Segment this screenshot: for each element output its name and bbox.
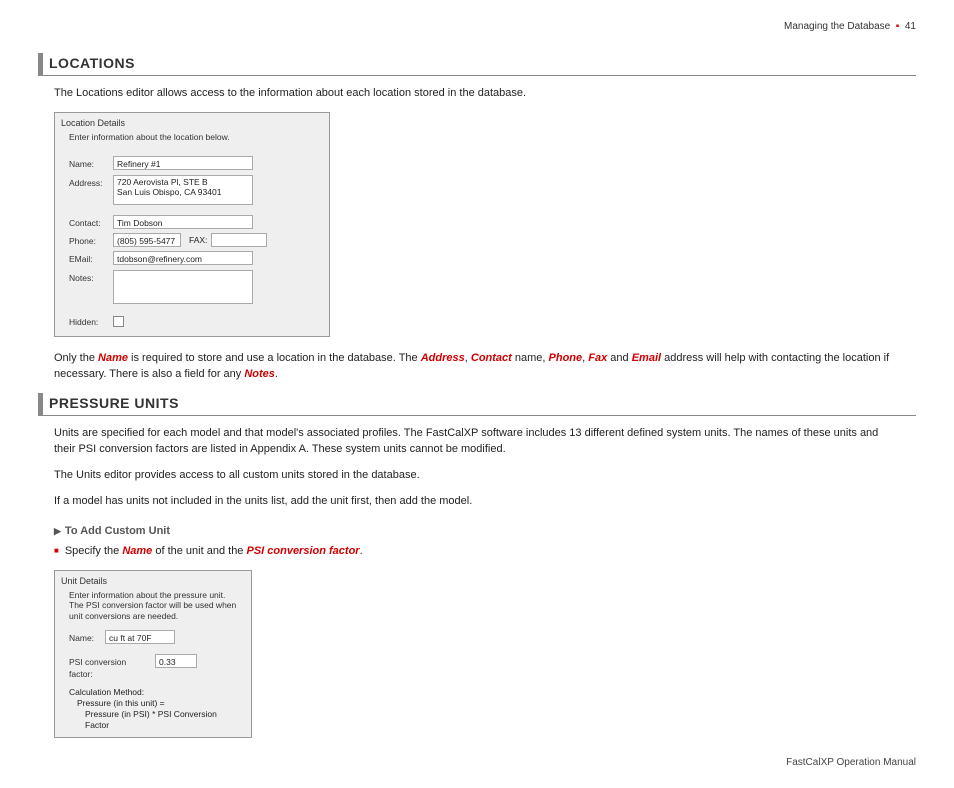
- unit-groupbox-title: Unit Details: [55, 571, 251, 588]
- pressure-heading: PRESSURE UNITS: [38, 393, 916, 416]
- phone-input[interactable]: (805) 595-5477: [113, 233, 181, 247]
- fax-label: FAX:: [189, 234, 207, 246]
- psi-factor-label: PSI conversion factor:: [69, 654, 149, 681]
- hidden-checkbox[interactable]: [113, 316, 124, 327]
- pressure-p1: Units are specified for each model and t…: [54, 426, 900, 458]
- term-contact: Contact: [471, 352, 512, 364]
- email-label: EMail:: [69, 251, 107, 265]
- unit-name-input[interactable]: cu ft at 70F: [105, 630, 175, 644]
- page-header: Managing the Database ▪ 41: [38, 20, 916, 35]
- name-input[interactable]: Refinery #1: [113, 156, 253, 170]
- unit-dialog-intro: Enter information about the pressure uni…: [55, 588, 251, 628]
- term-address: Address: [421, 352, 465, 364]
- fax-input[interactable]: [211, 233, 267, 247]
- notes-label: Notes:: [69, 270, 107, 284]
- location-groupbox-title: Location Details: [55, 113, 329, 130]
- locations-para2: Only the Name is required to store and u…: [54, 351, 900, 383]
- term-psi-factor: PSI conversion factor: [246, 545, 359, 557]
- location-details-dialog: Location Details Enter information about…: [54, 112, 330, 337]
- bullet-icon: ▪: [896, 21, 900, 32]
- header-page: 41: [905, 21, 916, 32]
- contact-input[interactable]: Tim Dobson: [113, 215, 253, 229]
- location-dialog-intro: Enter information about the location bel…: [55, 130, 329, 149]
- square-bullet-icon: ■: [54, 546, 59, 555]
- address-label: Address:: [69, 175, 107, 189]
- term-unit-name: Name: [122, 545, 152, 557]
- page-footer: FastCalXP Operation Manual: [38, 756, 916, 771]
- header-section: Managing the Database: [784, 21, 890, 32]
- triangle-icon: ▶: [54, 525, 61, 538]
- locations-heading: LOCATIONS: [38, 53, 916, 76]
- notes-input[interactable]: [113, 270, 253, 304]
- term-notes: Notes: [244, 368, 275, 380]
- pressure-p3: If a model has units not included in the…: [54, 494, 900, 510]
- email-input[interactable]: tdobson@refinery.com: [113, 251, 253, 265]
- add-custom-unit-subhead: ▶To Add Custom Unit: [54, 524, 900, 540]
- contact-label: Contact:: [69, 215, 107, 229]
- term-fax: Fax: [588, 352, 607, 364]
- psi-factor-input[interactable]: 0.33: [155, 654, 197, 668]
- calc-method: Calculation Method: Pressure (in this un…: [55, 683, 251, 737]
- hidden-label: Hidden:: [69, 314, 107, 328]
- term-phone: Phone: [549, 352, 583, 364]
- phone-label: Phone:: [69, 233, 107, 247]
- term-name: Name: [98, 352, 128, 364]
- address-input[interactable]: 720 Aerovista Pl, STE B San Luis Obispo,…: [113, 175, 253, 205]
- unit-details-dialog: Unit Details Enter information about the…: [54, 570, 252, 738]
- term-email: Email: [632, 352, 661, 364]
- add-unit-bullet: ■Specify the Name of the unit and the PS…: [54, 544, 900, 560]
- locations-intro: The Locations editor allows access to th…: [54, 86, 900, 102]
- pressure-p2: The Units editor provides access to all …: [54, 468, 900, 484]
- name-label: Name:: [69, 156, 107, 170]
- unit-name-label: Name:: [69, 630, 99, 644]
